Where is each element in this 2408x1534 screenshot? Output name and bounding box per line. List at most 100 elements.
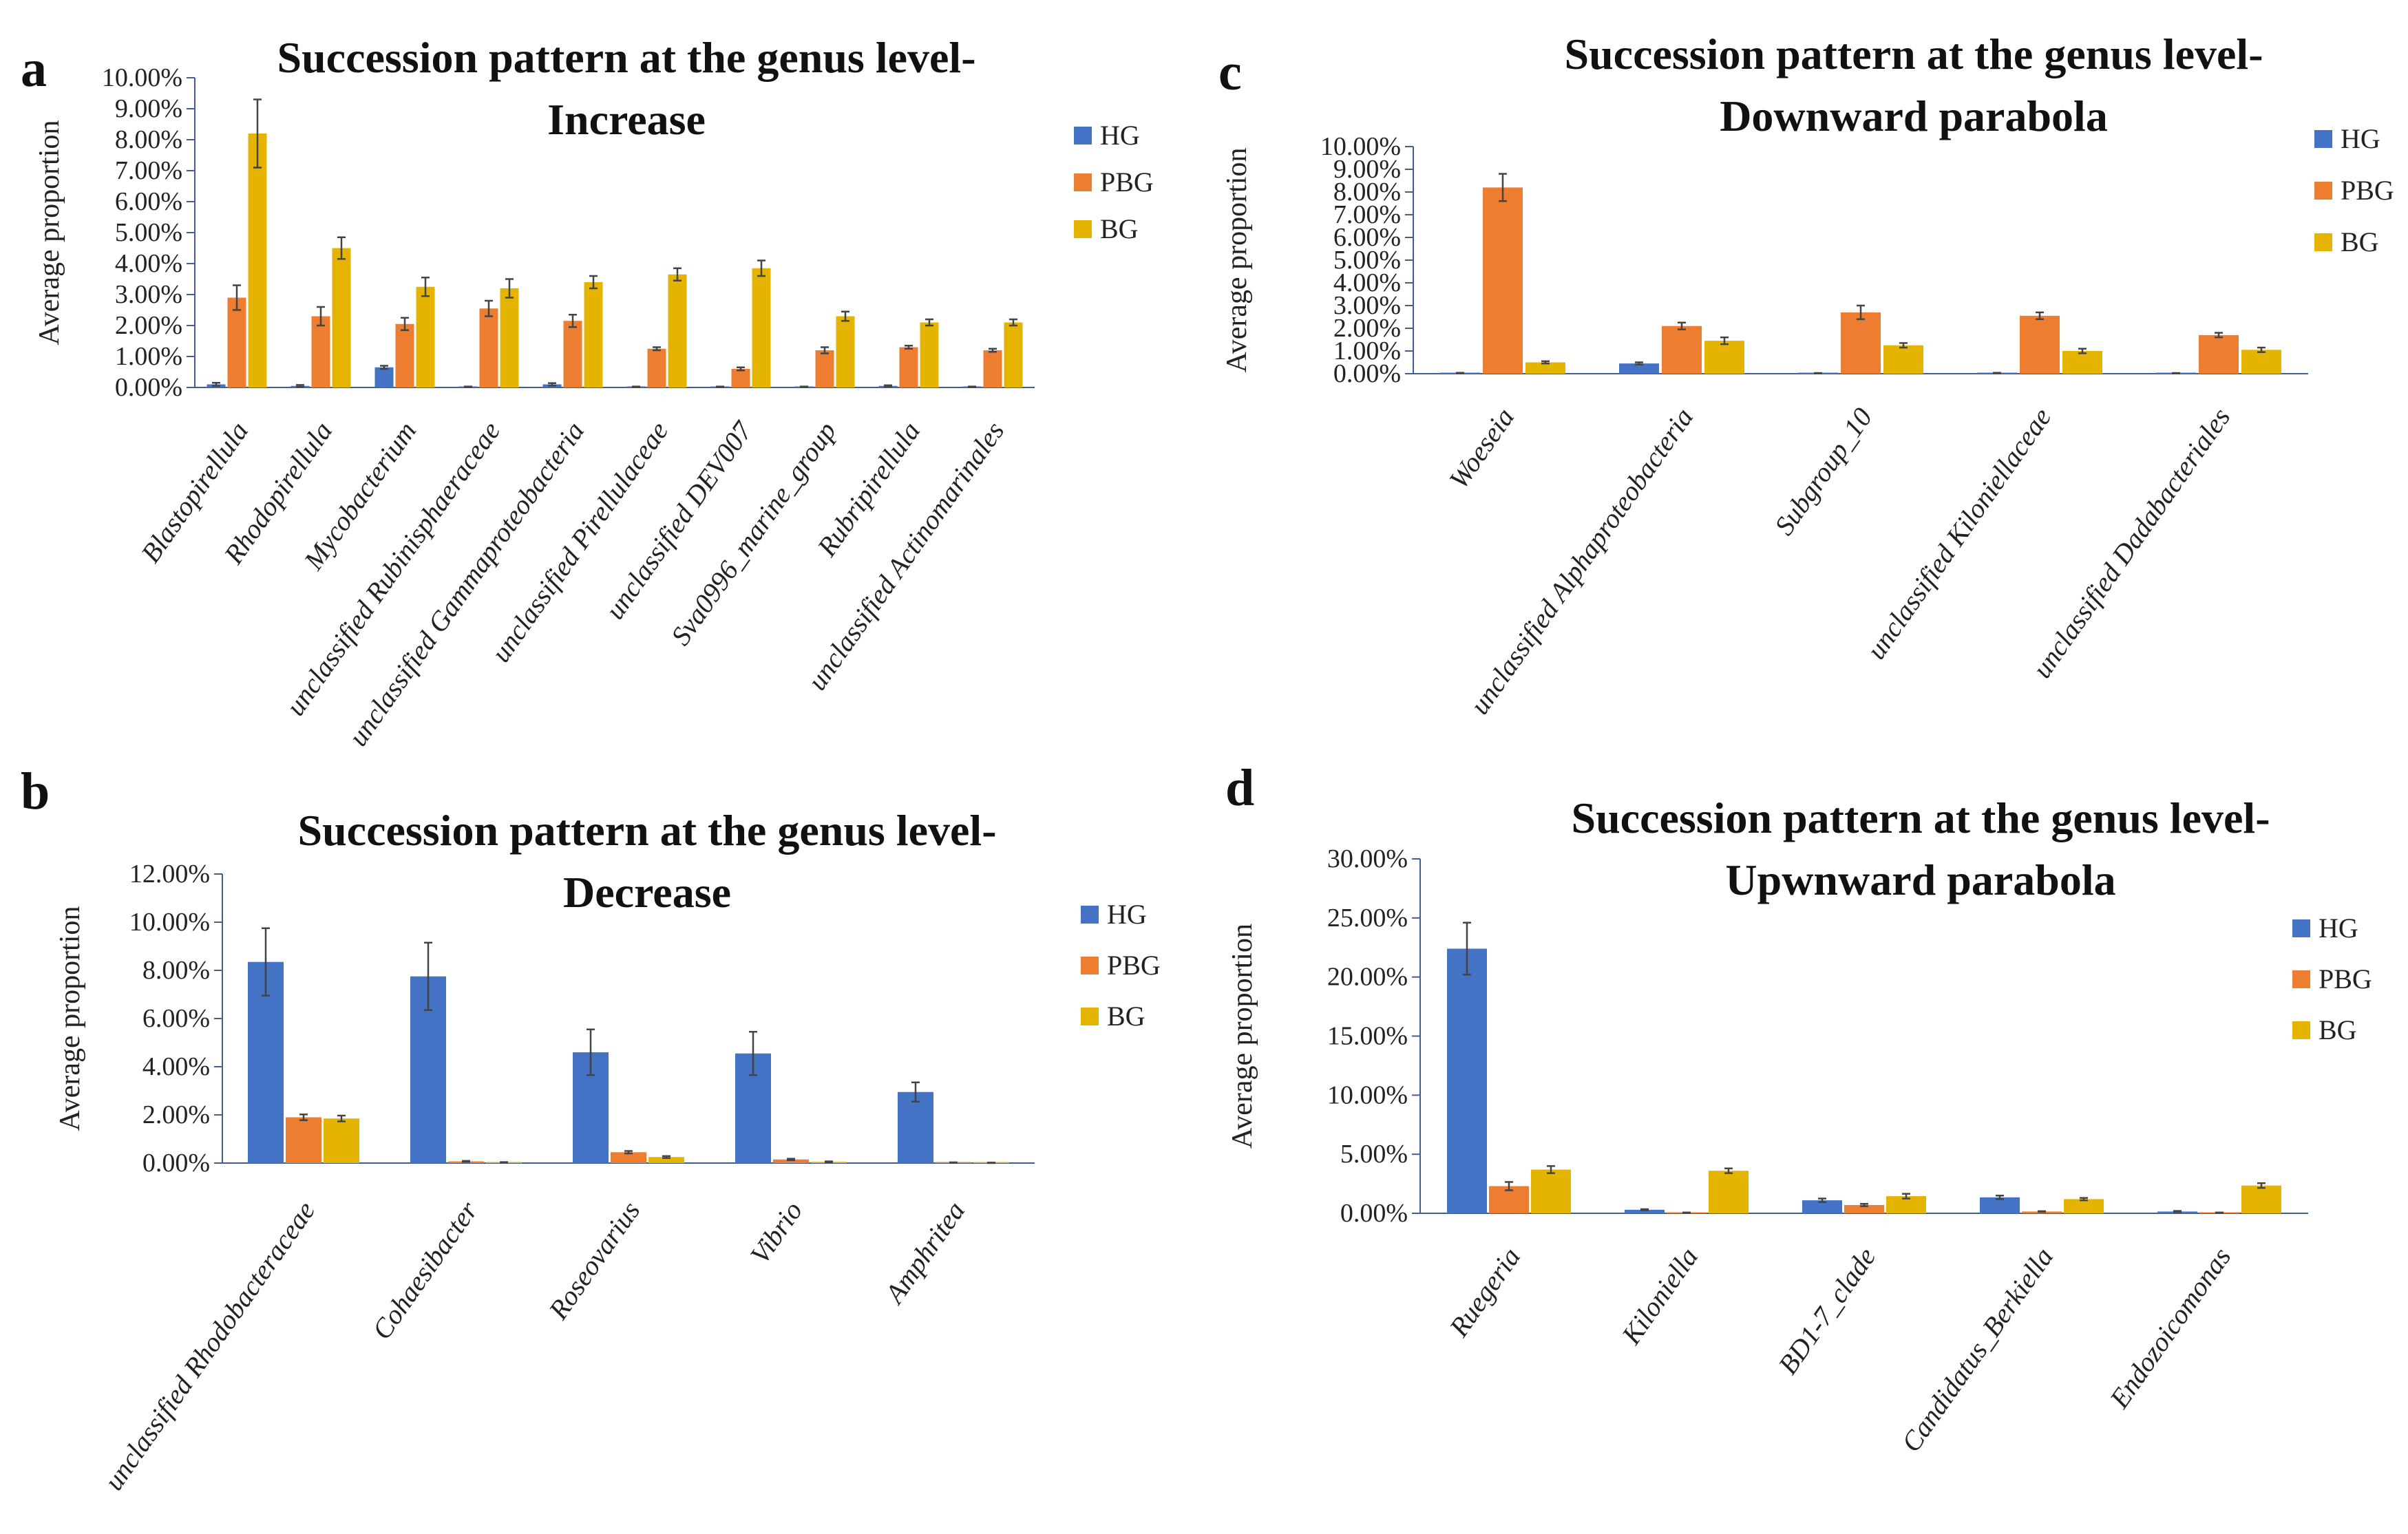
legend-swatch-hg xyxy=(1074,127,1092,145)
bar-pbg xyxy=(1841,312,1881,374)
bar-pbg xyxy=(731,369,750,387)
y-axis-label: Average proportion xyxy=(34,120,65,345)
y-tick-label: 4.00% xyxy=(142,1052,210,1081)
bar-bg xyxy=(2064,1199,2104,1213)
y-tick-label: 6.00% xyxy=(115,187,182,216)
chart-subtitle: Increase xyxy=(547,95,706,144)
category-label: Subgroup_10 xyxy=(1768,402,1879,540)
bar-pbg xyxy=(286,1117,321,1163)
y-tick-label: 30.00% xyxy=(1327,844,1408,873)
bar-pbg xyxy=(395,323,414,387)
category-label: Cohaesibacter xyxy=(366,1195,484,1345)
category-label: Roseovarius xyxy=(542,1195,646,1325)
category-label: Vibrio xyxy=(744,1195,809,1269)
bar-hg xyxy=(1802,1200,1842,1213)
category-label: Candidatus_Berkiella xyxy=(1895,1242,2059,1457)
legend-label: BG xyxy=(2319,1014,2357,1045)
y-tick-label: 6.00% xyxy=(142,1004,210,1033)
y-tick-label: 1.00% xyxy=(115,342,182,371)
chart-panel-a: a Succession pattern at the genus level- I… xyxy=(21,33,1154,752)
y-axis-label: Average proportion xyxy=(1227,924,1258,1149)
legend-label: PBG xyxy=(2341,175,2394,206)
y-tick-label: 3.00% xyxy=(115,280,182,309)
bar-pbg xyxy=(2199,334,2239,374)
bar-pbg xyxy=(983,350,1002,387)
legend-swatch-pbg xyxy=(2314,182,2332,200)
bar-bg xyxy=(332,248,351,387)
bar-pbg xyxy=(815,350,834,387)
bar-pbg xyxy=(1483,187,1523,374)
legend-swatch-hg xyxy=(2292,919,2310,937)
bar-pbg xyxy=(311,316,330,387)
y-tick-label: 12.00% xyxy=(129,860,210,888)
bar-bg xyxy=(324,1118,359,1163)
chart-title: Succession pattern at the genus level- xyxy=(1571,793,2270,842)
bar-hg xyxy=(1625,1209,1665,1213)
y-tick-label: 25.00% xyxy=(1327,904,1408,933)
panel-letter: c xyxy=(1218,43,1242,101)
y-tick-label: 10.00% xyxy=(129,908,210,937)
legend-swatch-bg xyxy=(1081,1008,1099,1025)
legend-swatch-pbg xyxy=(1081,957,1099,974)
legend-label: BG xyxy=(1100,213,1139,244)
bar-pbg xyxy=(647,348,666,387)
y-tick-label: 9.00% xyxy=(1333,155,1401,184)
bar-bg xyxy=(2062,351,2102,374)
legend-swatch-pbg xyxy=(2292,970,2310,988)
panel-letter: b xyxy=(21,763,50,820)
bar-bg xyxy=(836,316,855,387)
bar-bg xyxy=(1704,341,1744,374)
legend-swatch-bg xyxy=(2314,233,2332,251)
y-tick-label: 6.00% xyxy=(1333,223,1401,252)
legend-label: HG xyxy=(2341,123,2380,154)
bar-pbg xyxy=(479,308,498,387)
panel-letter: d xyxy=(1225,759,1254,817)
chart-title: Succession pattern at the genus level- xyxy=(297,806,996,855)
bar-bg xyxy=(1709,1171,1749,1213)
y-tick-label: 2.00% xyxy=(115,311,182,340)
bar-hg xyxy=(898,1091,933,1163)
bar-bg xyxy=(1531,1169,1571,1213)
legend-swatch-hg xyxy=(2314,130,2332,148)
bar-pbg xyxy=(563,321,582,387)
category-label: Kiloniella xyxy=(1615,1242,1704,1350)
chart-subtitle: Decrease xyxy=(563,868,731,917)
legend-label: HG xyxy=(1107,899,1147,930)
y-tick-label: 8.00% xyxy=(1333,178,1401,206)
category-label: Ruegeria xyxy=(1443,1242,1527,1343)
bar-bg xyxy=(1525,362,1565,374)
y-tick-label: 7.00% xyxy=(1333,200,1401,229)
bar-hg xyxy=(1619,363,1659,374)
y-tick-label: 10.00% xyxy=(1320,132,1401,161)
category-label: Sva0996_marine_group xyxy=(665,416,843,650)
bar-pbg xyxy=(773,1159,809,1163)
bar-hg xyxy=(374,367,394,387)
y-tick-label: 10.00% xyxy=(1327,1080,1408,1109)
y-axis-label: Average proportion xyxy=(54,906,86,1131)
bar-bg xyxy=(920,322,939,387)
bar-hg xyxy=(1980,1197,2020,1213)
chart-panel-b: b Succession pattern at the genus level- D… xyxy=(21,763,1161,1496)
bar-bg xyxy=(668,274,687,387)
y-tick-label: 0.00% xyxy=(115,373,182,402)
category-label: unclassified Dadabacteriales xyxy=(2026,402,2236,683)
category-label: Woeseia xyxy=(1443,402,1520,494)
y-tick-label: 0.00% xyxy=(1340,1199,1408,1228)
y-axis-label: Average proportion xyxy=(1221,148,1253,373)
bar-bg xyxy=(1004,322,1023,387)
chart-title: Succession pattern at the genus level- xyxy=(1564,30,2263,78)
bar-pbg xyxy=(2020,315,2060,374)
category-label: unclassified DEV007 xyxy=(599,415,759,625)
category-label: BD1-7_clade xyxy=(1772,1242,1881,1380)
legend: HG PBG BG xyxy=(2314,123,2394,257)
y-tick-label: 1.00% xyxy=(1333,337,1401,365)
chart-panel-c: c Succession pattern at the genus level- D… xyxy=(1218,30,2394,720)
bar-bg xyxy=(2241,1185,2281,1213)
y-tick-label: 8.00% xyxy=(142,956,210,985)
y-tick-label: 8.00% xyxy=(115,125,182,154)
y-tick-label: 5.00% xyxy=(1340,1140,1408,1169)
category-label: Endozoicomonas xyxy=(2103,1242,2237,1414)
legend-swatch-bg xyxy=(2292,1021,2310,1039)
legend-swatch-pbg xyxy=(1074,173,1092,191)
